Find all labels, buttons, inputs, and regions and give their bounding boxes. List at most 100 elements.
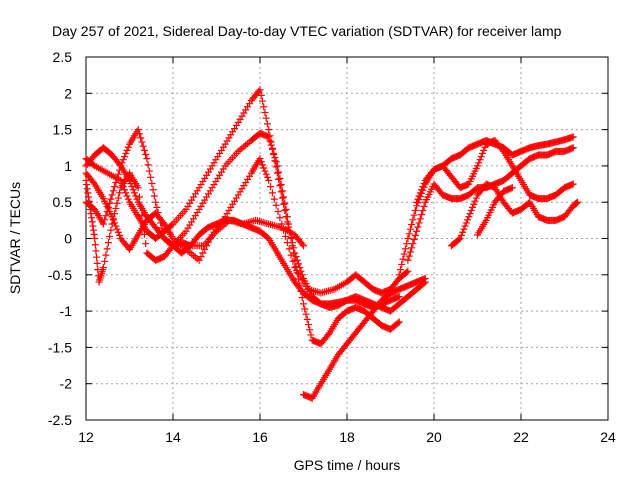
data-point (480, 146, 488, 154)
data-point (415, 192, 423, 200)
data-point (462, 219, 470, 227)
x-tick-label: 22 (513, 429, 529, 445)
data-point (140, 146, 148, 154)
data-point (89, 226, 97, 234)
data-point (569, 133, 577, 141)
data-point (466, 210, 474, 218)
data-point (109, 187, 117, 195)
data-point (111, 183, 119, 191)
data-point (300, 242, 307, 250)
data-point (93, 253, 101, 261)
data-point (265, 126, 273, 134)
data-point (464, 216, 472, 224)
data-point (395, 271, 403, 279)
data-point (403, 240, 411, 248)
data-point (109, 215, 117, 223)
data-point (469, 203, 477, 211)
data-point (292, 253, 300, 261)
data-point (409, 216, 417, 224)
data-point (124, 143, 132, 151)
series-track-e (82, 169, 307, 286)
data-point (114, 194, 122, 202)
data-point (414, 223, 422, 231)
data-point (99, 220, 107, 228)
data-point (123, 192, 131, 200)
data-point (84, 189, 92, 197)
data-point (258, 97, 266, 105)
data-point (475, 159, 483, 167)
data-point (400, 250, 408, 258)
x-tick-labels: 12 14 16 18 20 22 24 (78, 429, 616, 445)
y-tick-label: -0.5 (48, 267, 72, 283)
data-point (569, 180, 577, 188)
data-point (152, 198, 160, 206)
data-point (477, 153, 485, 161)
data-point (93, 259, 101, 267)
data-point (139, 221, 147, 229)
data-point (418, 186, 426, 194)
data-point (130, 189, 138, 197)
data-point (478, 149, 486, 157)
data-point (307, 331, 315, 339)
y-axis-label: SDTVAR / TECUs (7, 182, 23, 294)
data-point (108, 220, 116, 228)
data-point (300, 300, 307, 308)
data-point (195, 256, 203, 264)
data-point (472, 194, 480, 202)
data-point (420, 202, 428, 210)
data-point (106, 199, 114, 207)
data-point (406, 248, 414, 256)
data-point (107, 195, 115, 203)
x-tick-label: 24 (600, 429, 616, 445)
y-tick-label: -2.5 (48, 412, 72, 428)
data-point (408, 220, 416, 228)
data-point (139, 142, 147, 150)
data-point (273, 162, 281, 170)
data-point (274, 208, 282, 216)
data-point (137, 202, 145, 210)
data-point (414, 195, 422, 203)
data-point (88, 214, 96, 222)
data-point (88, 218, 96, 226)
x-tick-label: 12 (78, 429, 94, 445)
data-point (144, 161, 152, 169)
data-point (276, 182, 284, 190)
data-point (150, 192, 158, 200)
data-point (277, 181, 285, 189)
data-point (498, 146, 506, 154)
data-point (280, 200, 288, 208)
data-point (113, 199, 121, 207)
data-point (476, 156, 484, 164)
data-point (113, 174, 121, 182)
data-point (413, 198, 421, 206)
data-point (155, 214, 163, 222)
data-point (262, 114, 270, 122)
data-point (122, 149, 130, 157)
data-point (408, 244, 416, 252)
data-point (86, 205, 94, 213)
data-point (289, 257, 297, 265)
data-point (114, 170, 122, 178)
data-point (143, 155, 151, 163)
x-axis-label: GPS time / hours (294, 457, 401, 473)
data-point (271, 154, 279, 162)
data-point (263, 173, 271, 181)
data-point (83, 185, 91, 193)
data-point (455, 236, 463, 244)
data-point (154, 209, 162, 217)
data-point (85, 197, 93, 205)
data-point (89, 222, 97, 230)
data-point (268, 145, 276, 153)
data-point (302, 310, 310, 318)
data-point (92, 247, 100, 255)
data-point (304, 321, 312, 329)
data-point (158, 224, 166, 232)
data-point (283, 239, 291, 247)
data-point (101, 216, 109, 224)
data-point (83, 181, 91, 189)
data-point (262, 170, 270, 178)
data-point (467, 206, 475, 214)
data-point (404, 267, 412, 275)
data-point (84, 193, 92, 201)
data-point (420, 180, 428, 188)
